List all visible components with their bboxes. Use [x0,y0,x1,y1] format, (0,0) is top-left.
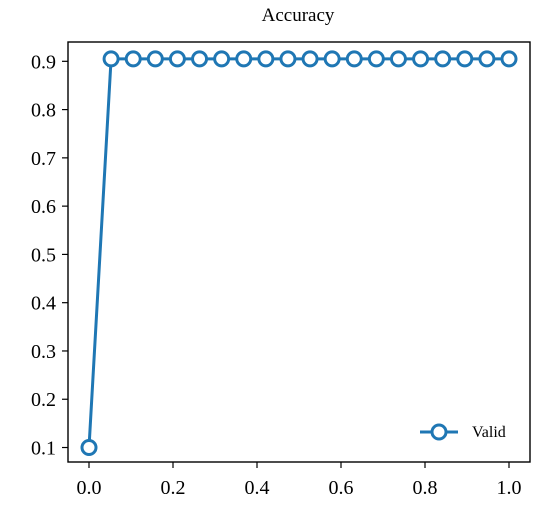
legend-marker-sample [430,423,448,441]
x-tick-label: 0.4 [245,477,270,499]
y-tick-label: 0.7 [31,148,56,170]
y-tick-label: 0.3 [31,341,56,363]
x-tick-label: 0.8 [413,477,438,499]
data-point [102,50,120,68]
data-point [168,50,186,68]
data-point [279,50,297,68]
data-point [389,50,407,68]
y-tick-label: 0.9 [31,51,56,73]
data-point [323,50,341,68]
data-point [301,50,319,68]
legend-label: Valid [472,424,506,441]
data-point [456,50,474,68]
data-point [235,50,253,68]
data-point [213,50,231,68]
data-point [367,50,385,68]
y-tick-label: 0.4 [31,293,56,315]
x-tick-label: 0.6 [329,477,354,499]
data-point [412,50,430,68]
data-point [191,50,209,68]
y-tick-label: 0.6 [31,196,56,218]
x-tick-label: 0.0 [77,477,102,499]
data-point [146,50,164,68]
data-point [434,50,452,68]
axes: 0.0 0.2 0.4 0.6 0.8 1.0 0.1 0.2 0.3 0.4 0.5 0.6 0.7 0… [31,41,531,499]
chart-title: Accuracy [262,5,335,26]
plot-area [80,50,518,457]
y-tick-label: 0.8 [31,100,56,122]
y-tick-label: 0.1 [31,438,56,460]
axes-frame [67,41,531,463]
legend: Valid [420,423,506,441]
data-point [257,50,275,68]
data-point [478,50,496,68]
data-point [124,50,142,68]
y-tick-label: 0.2 [31,389,56,411]
data-point [80,439,98,457]
y-tick-label: 0.5 [31,244,56,266]
data-point [345,50,363,68]
data-point [500,50,518,68]
x-tick-label: 0.2 [161,477,186,499]
x-tick-label: 1.0 [497,477,522,499]
series-line-0 [87,57,511,450]
